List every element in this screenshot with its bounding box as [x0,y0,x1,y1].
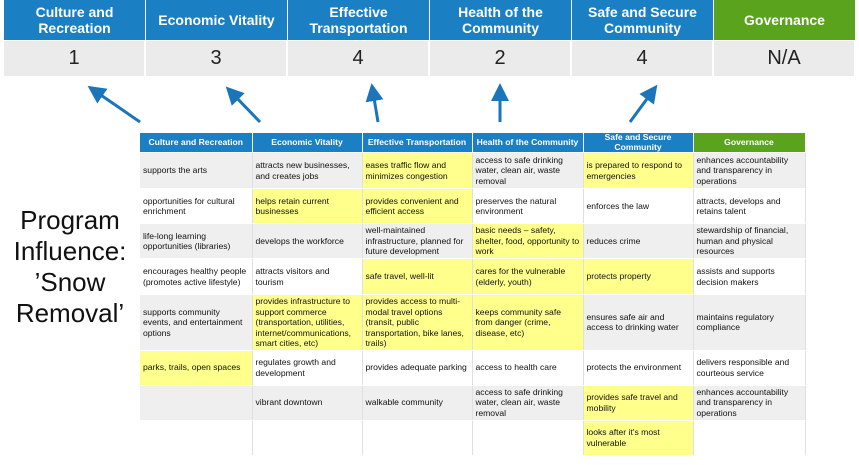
header-health: Health of the Community [430,0,572,40]
table-row: encourages healthy people (promotes acti… [140,258,806,295]
table-cell: protects property [583,258,694,295]
table-cell: provides convenient and efficient access [362,188,473,224]
table-cell [140,385,253,421]
table-cell: maintains regulatory compliance [693,294,806,351]
table-row: parks, trails, open spaces regulates grow… [140,350,806,386]
table-header: Effective Transportation [362,133,473,153]
arrow-icon [225,86,262,124]
table-row: vibrant downtown walkable community access… [140,385,806,421]
arrow-icon [87,85,141,124]
table-cell: well-maintained infrastructure, planned … [362,223,473,259]
table-cell: attracts, develops and retains talent [693,188,806,224]
table-header: Health of the Community [472,133,584,153]
table-row: life-long learning opportunities (librar… [140,223,806,259]
table-cell: vibrant downtown [252,385,363,421]
table-cell: eases traffic flow and minimizes congest… [362,152,473,189]
table-cell: basic needs – safety, shelter, food, opp… [472,223,584,259]
table-cell: enhances accountability and transparency… [693,152,806,189]
table-row: supports community events, and entertain… [140,294,806,351]
table-cell: reduces crime [583,223,694,259]
table-header: Governance [693,133,806,153]
score-culture: 1 [4,40,146,76]
table-cell: preserves the natural environment [472,188,584,224]
score-health: 2 [430,40,572,76]
header-economic: Economic Vitality [146,0,288,40]
table-header: Safe and Secure Community [583,132,694,153]
table-cell [472,420,584,456]
table-cell: provides infrastructure to support comme… [252,294,363,351]
arrow-icon [628,84,658,123]
table-cell: attracts visitors and tourism [252,258,363,295]
arrows [87,83,658,124]
table-cell: cares for the vulnerable (elderly, youth… [472,258,584,295]
label-line: ’Snow [34,267,106,297]
program-influence-label: Program Influence: ’Snow Removal’ [4,205,136,329]
table-cell: looks after it's most vulnerable [583,420,694,456]
influence-table: Culture and Recreation Economic Vitality E… [140,132,806,456]
label-line: Removal’ [15,298,125,328]
table-cell: develops the workforce [252,223,363,259]
table-cell: keeps community safe from danger (crime,… [472,294,584,351]
table-cell: delivers responsible and courteous servi… [693,350,806,386]
table-cell: access to safe drinking water, clean air… [472,152,584,189]
table-cell: life-long learning opportunities (librar… [140,223,253,259]
table-cell: provides safe travel and mobility [583,385,694,421]
header-culture: Culture and Recreation [4,0,146,40]
label-line: Influence: [13,236,127,266]
table-cell: is prepared to respond to emergencies [583,152,694,189]
table-cell: enforces the law [583,188,694,224]
table-cell: attracts new businesses, and creates job… [252,152,363,189]
table-cell: provides adequate parking [362,350,473,386]
header-safe: Safe and Secure Community [572,0,714,40]
table-cell: walkable community [362,385,473,421]
table-cell: enhances accountability and transparency… [693,385,806,421]
score-header: Culture and Recreation Economic Vitality… [4,0,856,76]
table-cell: safe travel, well-lit [362,258,473,295]
arrow-icon [365,83,384,123]
table-cell: parks, trails, open spaces [140,350,253,386]
table-cell [362,420,473,456]
table-cell: supports community events, and entertain… [140,294,253,351]
table-cell: assists and supports decision makers [693,258,806,295]
table-cell [252,420,363,456]
header-governance: Governance [714,0,856,40]
table-row: supports the arts attracts new businesses… [140,152,806,189]
table-header: Economic Vitality [252,133,363,153]
table-cell [140,420,253,456]
table-cell [693,420,806,456]
table-cell: regulates growth and development [252,350,363,386]
score-safe: 4 [572,40,714,76]
table-cell: provides access to multi-modal travel op… [362,294,473,351]
table-cell: encourages healthy people (promotes acti… [140,258,253,295]
label-line: Program [20,205,120,235]
table-row: opportunities for cultural enrichment hel… [140,188,806,224]
score-governance: N/A [714,40,856,76]
table-cell: access to safe drinking water, clean air… [472,385,584,421]
table-cell: access to health care [472,350,584,386]
table-cell: stewardship of financial, human and phys… [693,223,806,259]
header-transportation: Effective Transportation [288,0,430,40]
table-row: looks after it's most vulnerable [140,420,806,456]
score-transportation: 4 [288,40,430,76]
score-economic: 3 [146,40,288,76]
table-cell: protects the environment [583,350,694,386]
table-cell: opportunities for cultural enrichment [140,188,253,224]
table-cell: ensures safe air and access to drinking … [583,294,694,351]
table-cell: helps retain current businesses [252,188,363,224]
table-header: Culture and Recreation [140,133,253,153]
table-cell: supports the arts [140,152,253,189]
